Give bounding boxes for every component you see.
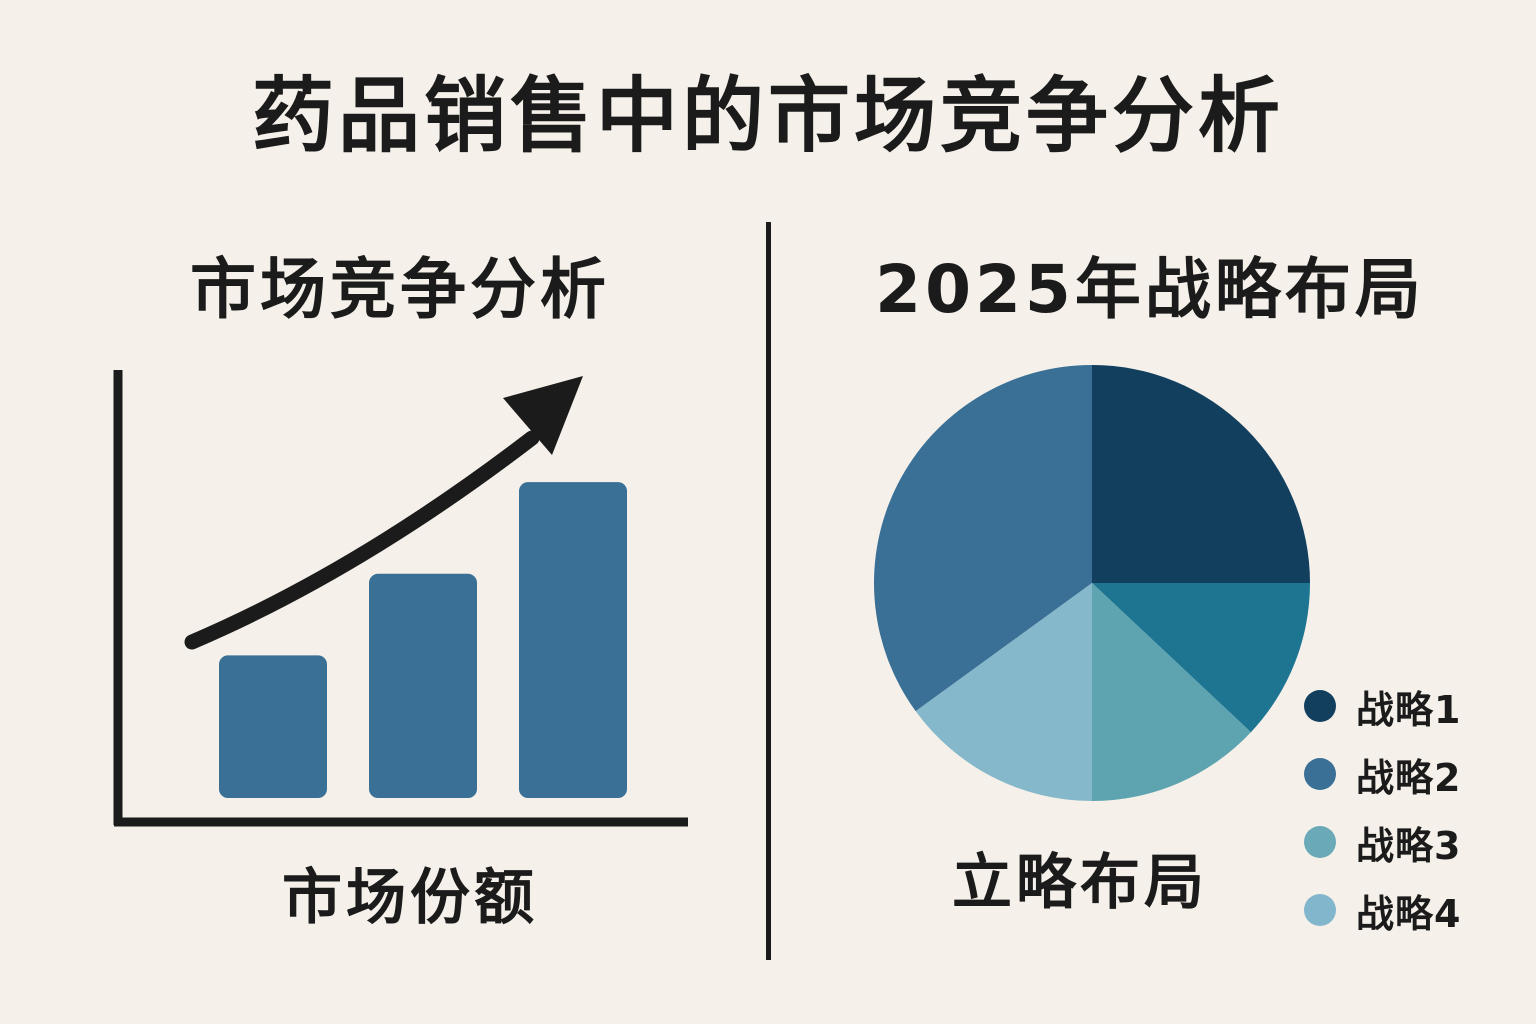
pie-slice-2 bbox=[1092, 583, 1310, 733]
bar-chart-xlabel: 市场份额 bbox=[282, 863, 538, 933]
legend-swatch bbox=[1304, 758, 1336, 790]
pie-chart-title: 2025年战略布局 bbox=[875, 251, 1425, 328]
bar-chart bbox=[113, 370, 688, 827]
pie-chart-caption: 立略布局 bbox=[952, 848, 1208, 918]
legend-swatch bbox=[1304, 894, 1336, 926]
legend-swatch bbox=[1304, 826, 1336, 858]
bar-3 bbox=[519, 482, 627, 798]
legend-item-4: 战略4 bbox=[1304, 876, 1504, 944]
trend-arrow-line bbox=[184, 430, 540, 650]
legend-item-3: 战略3 bbox=[1304, 808, 1504, 876]
legend-item-1: 战略1 bbox=[1304, 672, 1504, 740]
pie-legend: 战略1 战略2 战略3 战略4 bbox=[1304, 672, 1504, 944]
main-title: 药品销售中的市场竞争分析 bbox=[251, 69, 1284, 164]
divider-line bbox=[766, 222, 771, 960]
pie-slice-4 bbox=[915, 583, 1092, 801]
legend-label: 战略3 bbox=[1356, 823, 1462, 868]
bar-chart-title: 市场竞争分析 bbox=[190, 251, 610, 328]
legend-label: 战略1 bbox=[1356, 687, 1462, 732]
legend-label: 战略2 bbox=[1356, 755, 1462, 800]
legend-item-2: 战略2 bbox=[1304, 740, 1504, 808]
pie-chart bbox=[874, 365, 1310, 801]
legend-label: 战略4 bbox=[1356, 891, 1462, 936]
bar-1 bbox=[219, 655, 327, 798]
pie-slice-3 bbox=[1092, 583, 1251, 801]
trend-arrow-head bbox=[503, 376, 583, 455]
pie-slice-1 bbox=[1092, 365, 1310, 583]
legend-swatch bbox=[1304, 690, 1336, 722]
bar-2 bbox=[369, 573, 477, 798]
pie-slice-5 bbox=[874, 365, 1092, 712]
